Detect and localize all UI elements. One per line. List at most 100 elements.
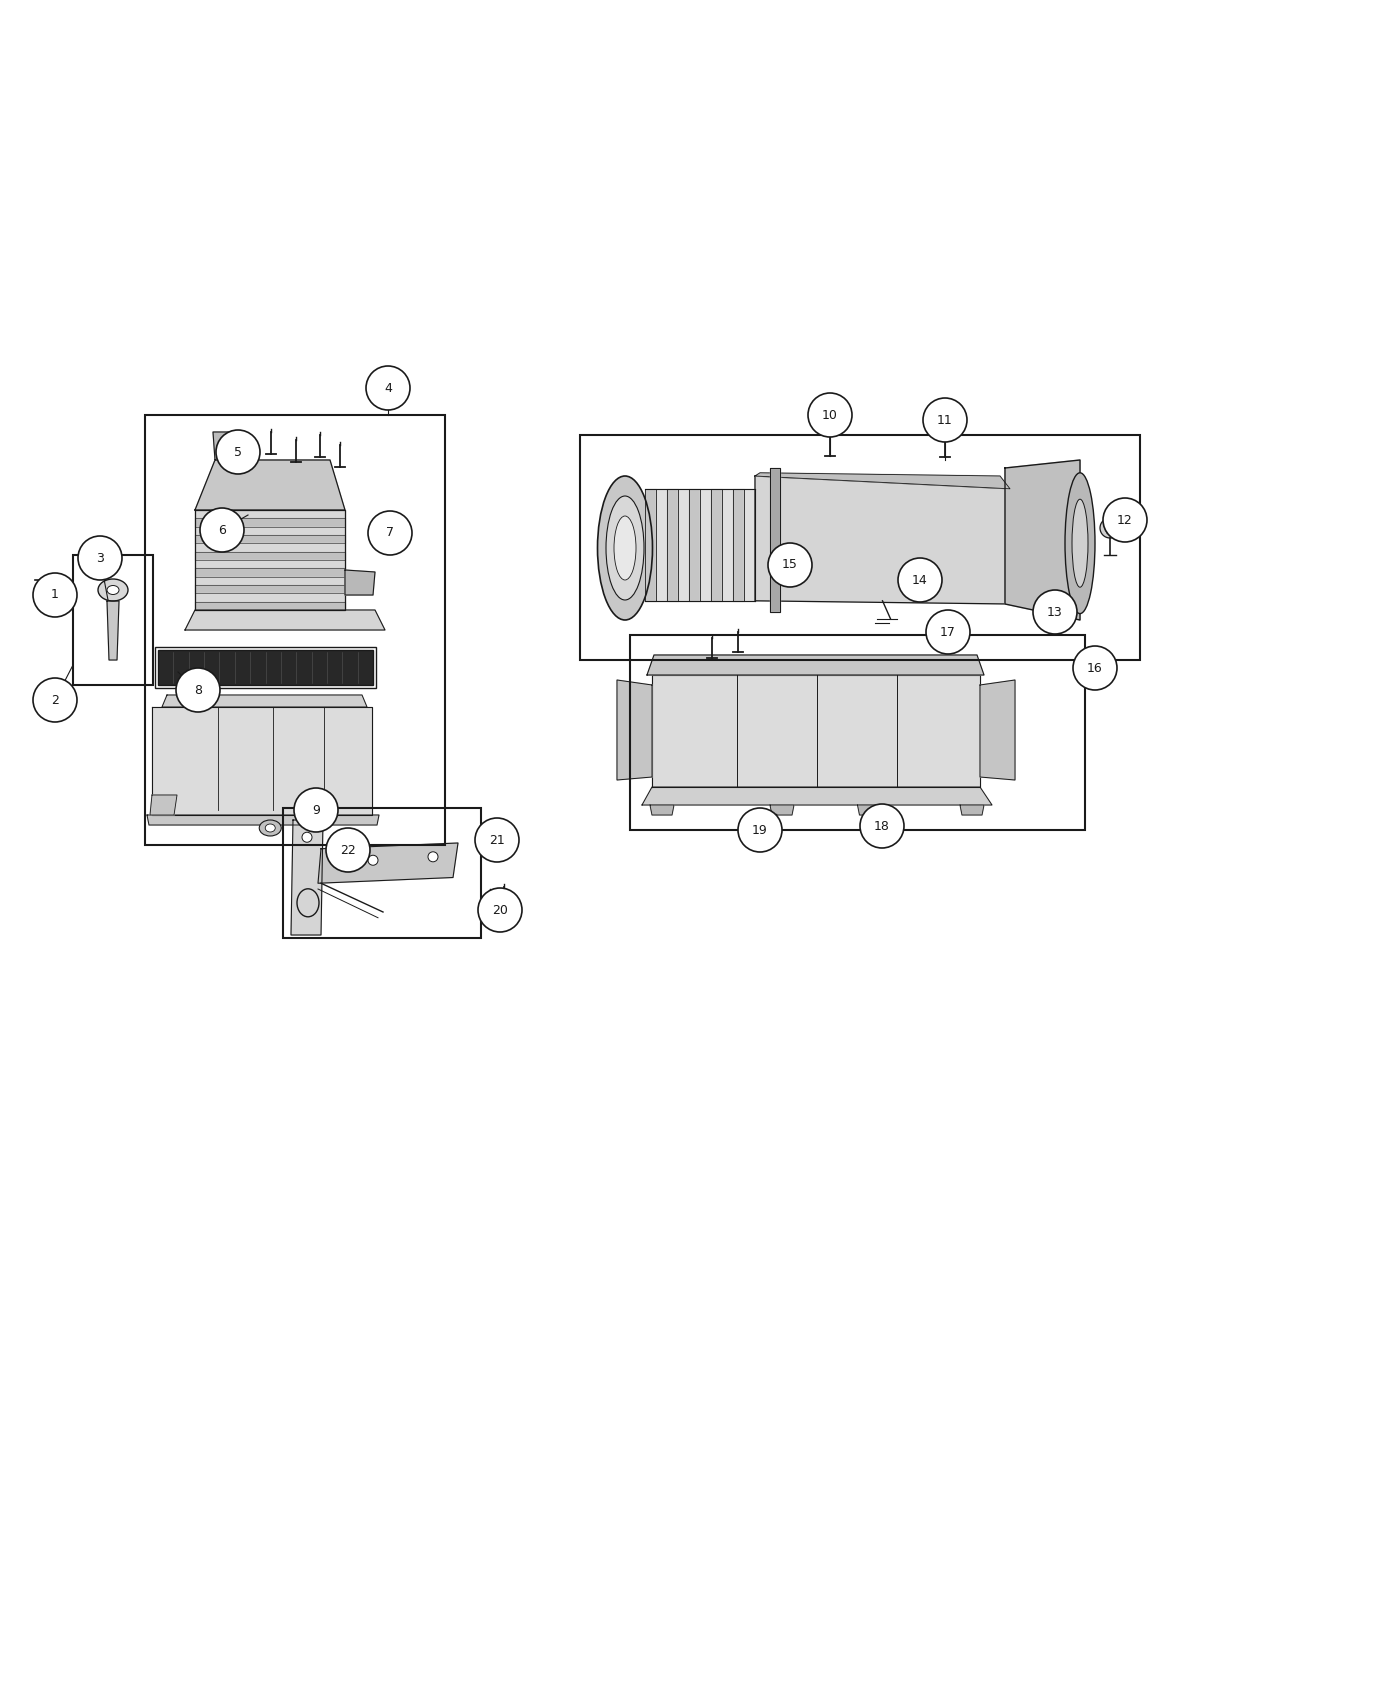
Polygon shape	[960, 806, 984, 814]
Circle shape	[475, 818, 519, 862]
Text: 2: 2	[50, 694, 59, 707]
Ellipse shape	[106, 585, 119, 595]
Ellipse shape	[615, 517, 636, 580]
Polygon shape	[755, 473, 1009, 490]
Polygon shape	[195, 510, 344, 518]
Polygon shape	[162, 695, 367, 707]
Polygon shape	[755, 476, 1009, 604]
Text: 5: 5	[234, 445, 242, 459]
Circle shape	[428, 852, 438, 862]
Circle shape	[326, 828, 370, 872]
Circle shape	[1033, 590, 1077, 634]
Text: 4: 4	[384, 381, 392, 394]
Circle shape	[368, 512, 412, 554]
Circle shape	[477, 887, 522, 932]
Ellipse shape	[1065, 473, 1095, 614]
Polygon shape	[195, 518, 344, 527]
Text: 7: 7	[386, 527, 393, 539]
Circle shape	[1103, 498, 1147, 542]
Circle shape	[897, 558, 942, 602]
Polygon shape	[195, 576, 344, 585]
Circle shape	[365, 366, 410, 410]
Circle shape	[738, 808, 783, 852]
Circle shape	[294, 789, 337, 831]
Text: 19: 19	[752, 823, 767, 836]
Bar	[283, 808, 482, 938]
Polygon shape	[195, 585, 344, 593]
Polygon shape	[617, 680, 652, 780]
Ellipse shape	[98, 580, 127, 602]
Polygon shape	[650, 806, 673, 814]
Polygon shape	[195, 527, 344, 536]
Text: 1: 1	[50, 588, 59, 602]
Bar	[155, 648, 377, 689]
Polygon shape	[689, 490, 700, 600]
Circle shape	[1072, 646, 1117, 690]
Polygon shape	[150, 796, 176, 814]
Bar	[146, 415, 445, 845]
Text: 13: 13	[1047, 605, 1063, 619]
Polygon shape	[195, 552, 344, 559]
Ellipse shape	[265, 824, 276, 831]
Text: 10: 10	[822, 408, 839, 422]
Polygon shape	[652, 675, 980, 787]
Circle shape	[860, 804, 904, 848]
Polygon shape	[770, 468, 780, 612]
Polygon shape	[153, 707, 372, 814]
Circle shape	[34, 678, 77, 722]
Circle shape	[200, 508, 244, 552]
Circle shape	[78, 536, 122, 580]
Polygon shape	[195, 602, 344, 610]
Text: 16: 16	[1088, 661, 1103, 675]
Polygon shape	[195, 593, 344, 602]
Polygon shape	[657, 490, 666, 600]
Polygon shape	[195, 559, 344, 568]
Ellipse shape	[35, 586, 45, 593]
Polygon shape	[647, 654, 984, 675]
Polygon shape	[743, 490, 755, 600]
Polygon shape	[147, 814, 379, 824]
Ellipse shape	[606, 496, 644, 600]
Text: 6: 6	[218, 524, 225, 537]
Bar	[580, 435, 1140, 660]
Polygon shape	[195, 568, 344, 576]
Polygon shape	[857, 806, 882, 814]
Text: 14: 14	[913, 573, 928, 586]
Polygon shape	[980, 680, 1015, 780]
Circle shape	[302, 833, 312, 842]
Circle shape	[1100, 518, 1120, 537]
Polygon shape	[106, 602, 119, 660]
Polygon shape	[1005, 461, 1079, 620]
Circle shape	[769, 542, 812, 586]
Bar	[630, 636, 1085, 830]
Text: 8: 8	[195, 683, 202, 697]
Polygon shape	[678, 490, 689, 600]
Polygon shape	[711, 490, 722, 600]
Circle shape	[176, 668, 220, 712]
Polygon shape	[700, 490, 711, 600]
Polygon shape	[291, 819, 323, 935]
Polygon shape	[734, 490, 743, 600]
Circle shape	[925, 610, 970, 654]
Circle shape	[808, 393, 853, 437]
Polygon shape	[643, 787, 993, 806]
Polygon shape	[185, 610, 385, 631]
Circle shape	[1105, 524, 1114, 534]
Bar	[158, 649, 372, 685]
Text: 17: 17	[939, 626, 956, 639]
Text: 21: 21	[489, 833, 505, 847]
Circle shape	[923, 398, 967, 442]
Bar	[73, 554, 153, 685]
Polygon shape	[722, 490, 734, 600]
Polygon shape	[645, 490, 657, 600]
Polygon shape	[770, 806, 794, 814]
Text: 18: 18	[874, 819, 890, 833]
Circle shape	[34, 573, 77, 617]
Polygon shape	[195, 461, 344, 510]
Polygon shape	[666, 490, 678, 600]
Ellipse shape	[598, 476, 652, 620]
Circle shape	[216, 430, 260, 474]
Polygon shape	[344, 570, 375, 595]
Text: 11: 11	[937, 413, 953, 427]
Polygon shape	[318, 843, 458, 884]
